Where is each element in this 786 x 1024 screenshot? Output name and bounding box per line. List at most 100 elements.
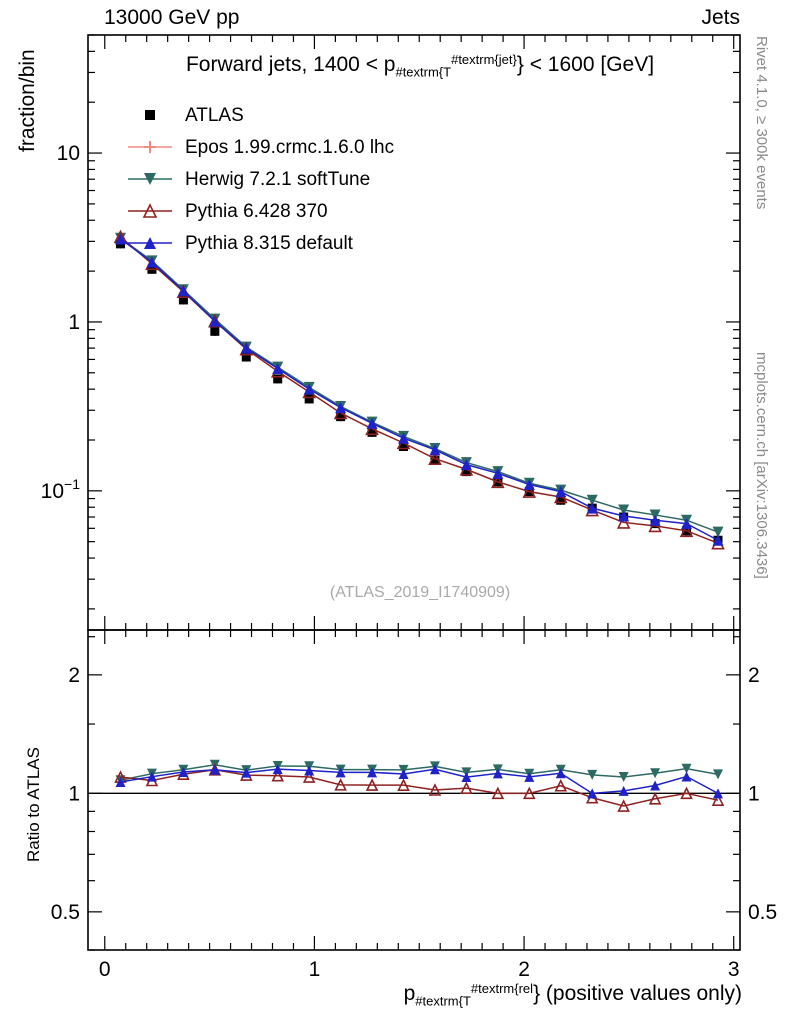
marker-triangle-up — [272, 363, 284, 375]
series-line-pythia-8-315-default — [120, 238, 719, 541]
marker-triangle-up — [712, 788, 723, 799]
ratio-line-herwig-7-2-1-softtune — [120, 764, 719, 782]
marker-triangle-up — [177, 285, 189, 297]
marker-triangle-up-open — [616, 515, 631, 529]
marker-triangle-up-open — [302, 770, 316, 783]
marker-triangle-up — [335, 402, 347, 414]
main-y-tick-label: 10 — [57, 142, 80, 165]
marker-triangle-up-open — [711, 793, 725, 806]
series-line-pythia-6-428-370 — [120, 236, 719, 544]
panel-title-sup: #textrm{jet} — [451, 52, 517, 67]
x-axis-title-sup: #textrm{rel — [470, 981, 534, 996]
marker-triangle-up — [367, 767, 378, 778]
marker-square — [461, 467, 471, 477]
marker-triangle-up — [209, 315, 221, 327]
marker-triangle-up — [146, 256, 158, 268]
marker-triangle-up-open — [334, 778, 347, 791]
marker-triangle-up-open — [648, 518, 662, 533]
series-pythia-6-428-370-main — [113, 229, 725, 550]
marker-square — [430, 455, 440, 465]
marker-triangle-up-open — [491, 786, 505, 800]
marker-triangle-up — [555, 486, 567, 498]
marker-triangle-up — [240, 342, 252, 354]
marker-square — [336, 412, 346, 422]
marker-triangle-up — [146, 771, 157, 782]
marker-triangle-up — [429, 764, 440, 775]
panel-title-prefix: Forward jets, 1400 < p — [185, 53, 396, 77]
marker-triangle-down — [712, 769, 723, 780]
ratio-y-axis-title: Ratio to ATLAS — [24, 747, 43, 862]
marker-triangle-up-open — [365, 778, 379, 791]
marker-triangle-up-open — [460, 781, 473, 794]
marker-triangle-up — [492, 467, 504, 479]
marker-square — [556, 495, 566, 505]
legend-item-herwig-7-2-1-softtune: Herwig 7.2.1 softTune — [128, 169, 370, 190]
x-axis-title: p#textrm{T#textrm{rel} (positive values … — [404, 981, 742, 1008]
marker-triangle-up — [114, 233, 126, 245]
marker-triangle-up — [429, 444, 441, 456]
marker-triangle-up — [398, 432, 410, 444]
marker-square — [273, 374, 283, 384]
marker-square — [367, 427, 377, 437]
marker-triangle-up — [618, 510, 630, 522]
ratio-y-tick-label-left: 2 — [68, 664, 80, 687]
series-line-herwig-7-2-1-softtune — [120, 237, 719, 533]
legend-label-pythia-6-428-370: Pythia 6.428 370 — [185, 201, 328, 222]
marker-triangle-up-open — [554, 778, 568, 792]
marker-triangle-up — [649, 514, 661, 526]
ratio-y-tick-label-right: 2 — [748, 664, 760, 687]
marker-triangle-up — [618, 785, 629, 796]
x-tick-label: 0 — [99, 958, 111, 981]
marker-triangle-up — [304, 765, 315, 776]
ratio-frame — [87, 629, 741, 951]
marker-triangle-down — [712, 526, 724, 538]
ratio-y-tick-label-left: 0.5 — [51, 901, 80, 924]
marker-triangle-up — [461, 772, 472, 783]
marker-triangle-up — [650, 780, 661, 791]
marker-triangle-up — [712, 534, 724, 546]
marker-triangle-up-open — [428, 451, 442, 465]
main-y-tick-label: 1 — [68, 311, 80, 334]
marker-triangle-up — [523, 479, 535, 491]
marker-triangle-up — [303, 383, 315, 395]
marker-triangle-up — [492, 768, 503, 779]
legend-item-epos-1-99-crmc-1-6-0-lhc: Epos 1.99.crmc.1.6.0 lhc — [128, 137, 394, 158]
main-y-tick-label: 10−1 — [41, 476, 81, 503]
marker-triangle-up-open — [679, 523, 694, 538]
ratio-y-tick-label-right: 1 — [748, 782, 760, 805]
marker-triangle-up — [460, 459, 472, 471]
marker-triangle-down — [586, 494, 598, 506]
marker-triangle-up — [144, 237, 156, 249]
marker-square — [178, 295, 188, 305]
series-herwig-7-2-1-softtune-ratio — [115, 759, 723, 786]
marker-triangle-up-open — [397, 778, 410, 791]
x-axis-title-sub: #textrm{T — [415, 993, 471, 1009]
x-ticks — [104, 35, 735, 950]
analysis-id-watermark: (ATLAS_2019_I1740909) — [329, 584, 511, 601]
marker-triangle-down — [144, 173, 156, 185]
legend-item-pythia-6-428-370: Pythia 6.428 370 — [128, 201, 328, 222]
series-herwig-7-2-1-softtune-main — [114, 232, 724, 538]
marker-triangle-up-open — [142, 203, 158, 218]
legend-item-atlas: ATLAS — [145, 105, 244, 126]
x-tick-label: 3 — [728, 958, 740, 981]
marker-square — [210, 326, 220, 336]
marker-triangle-up — [272, 764, 283, 775]
marker-triangle-up — [209, 764, 220, 775]
marker-triangle-down — [618, 504, 630, 516]
legend-label-pythia-8-315-default: Pythia 8.315 default — [185, 233, 354, 254]
legend-label-epos-1-99-crmc-1-6-0-lhc: Epos 1.99.crmc.1.6.0 lhc — [185, 137, 394, 158]
panel-title: Forward jets, 1400 < p#textrm{T#textrm{j… — [128, 52, 712, 79]
marker-triangle-up — [524, 771, 535, 782]
marker-square — [241, 352, 251, 362]
marker-triangle-up-open — [491, 474, 505, 489]
marker-triangle-up — [681, 771, 692, 782]
marker-triangle-up-open — [680, 786, 693, 800]
marker-triangle-up — [178, 766, 189, 777]
marker-triangle-up — [586, 502, 598, 514]
panel-title-sub: #textrm{T — [395, 64, 452, 80]
marker-square — [399, 442, 409, 452]
ratio-y-tick-label-right: 0.5 — [748, 901, 777, 924]
